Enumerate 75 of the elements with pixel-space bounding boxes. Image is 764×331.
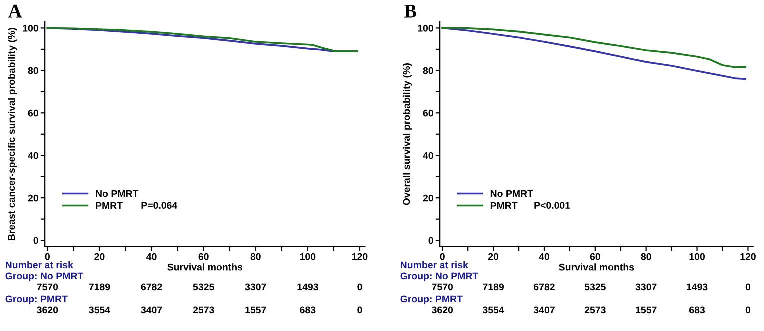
- y-tick-label: 20: [423, 194, 434, 202]
- y-axis-title: Overall survival probability (%): [402, 64, 412, 206]
- x-tick-label: 80: [641, 253, 652, 260]
- y-tick-label: 80: [423, 67, 434, 74]
- x-tick-label: 40: [146, 253, 157, 260]
- x-tick-label: 20: [94, 253, 105, 260]
- text: 3407: [534, 306, 555, 314]
- text: 0: [746, 306, 751, 314]
- line-series: [46, 27, 358, 52]
- x-axis-title: Survival months: [559, 264, 634, 271]
- text: 3307: [245, 284, 266, 291]
- legend-label: PMRT: [96, 202, 123, 210]
- y-tick-label: 40: [423, 152, 434, 160]
- text: 2573: [584, 306, 606, 314]
- y-tick-label: 100: [418, 24, 434, 32]
- legend-label: No PMRT: [96, 190, 139, 198]
- y-tick-label: 60: [28, 110, 38, 117]
- text: 7570: [37, 284, 58, 291]
- x-tick-label: 0: [45, 253, 50, 260]
- text: 7189: [483, 284, 504, 291]
- y-tick-label: 20: [28, 194, 38, 202]
- x-tick-label: 120: [740, 253, 756, 260]
- line-series: [442, 27, 747, 68]
- annotation: P=0.064: [142, 202, 178, 210]
- x-tick-label: 20: [488, 253, 499, 260]
- x-tick-label: 40: [539, 253, 550, 260]
- x-tick-label: 0: [440, 253, 445, 260]
- text: 3554: [89, 306, 110, 314]
- text: 1557: [246, 306, 266, 314]
- text: Group: No PMRT: [400, 272, 479, 282]
- y-tick-label: 100: [23, 24, 38, 32]
- text: 7189: [89, 284, 110, 291]
- text: 6782: [534, 284, 555, 291]
- text: Number at risk: [400, 261, 468, 269]
- y-tick-label: 0: [34, 237, 38, 244]
- annotation: P<0.001: [534, 202, 570, 210]
- text: 3307: [636, 284, 657, 291]
- text: 1493: [687, 284, 708, 291]
- text: 5325: [193, 284, 214, 291]
- text: 0: [358, 306, 362, 314]
- text: 3554: [482, 306, 504, 314]
- text: 3620: [432, 306, 454, 314]
- text: 1493: [298, 284, 318, 291]
- x-tick-label: 100: [690, 253, 705, 260]
- text: 683: [690, 306, 706, 314]
- text: 1557: [636, 306, 657, 314]
- x-tick-label: 80: [250, 253, 261, 260]
- y-axis-title: Breast cancer-specific survival probability (%): [8, 28, 18, 240]
- text: Group: PMRT: [6, 296, 68, 305]
- text: 3620: [37, 306, 58, 314]
- text: 0: [358, 284, 362, 291]
- text: Number at risk: [6, 261, 74, 269]
- x-axis-title: Survival months: [168, 264, 243, 271]
- text: Group: PMRT: [400, 296, 463, 305]
- chart-title: B: [404, 4, 416, 18]
- x-tick-label: 120: [352, 253, 368, 260]
- line-series: [442, 27, 747, 80]
- y-tick-label: 0: [428, 237, 434, 244]
- chart-title: A: [8, 4, 22, 18]
- text: 683: [300, 306, 316, 314]
- y-tick-label: 80: [28, 67, 38, 74]
- y-tick-label: 60: [423, 110, 434, 117]
- x-tick-label: 60: [198, 253, 209, 260]
- text: 7570: [432, 284, 454, 291]
- text: 2573: [193, 306, 214, 314]
- legend-label: No PMRT: [490, 190, 534, 198]
- text: Group: No PMRT: [6, 272, 84, 282]
- text: 5325: [584, 284, 606, 291]
- legend-label: PMRT: [490, 202, 518, 210]
- text: 3407: [141, 306, 162, 314]
- y-tick-label: 40: [28, 152, 38, 160]
- x-tick-label: 60: [590, 253, 600, 260]
- x-tick-label: 100: [300, 253, 316, 260]
- text: 0: [746, 284, 751, 291]
- text: 6782: [141, 284, 162, 291]
